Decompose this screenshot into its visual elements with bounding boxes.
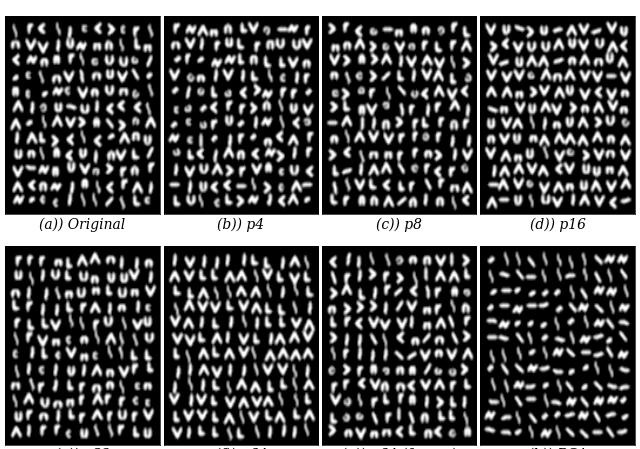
Text: (e)) p32: (e)) p32 [54, 448, 110, 449]
Text: (b)) p4: (b)) p4 [217, 218, 264, 233]
Text: (c)) p8: (c)) p8 [376, 218, 422, 233]
Text: (g)) p64 (frozen): (g)) p64 (frozen) [341, 448, 457, 449]
Text: (a)) Original: (a)) Original [39, 218, 125, 233]
Text: (h)) PCA: (h)) PCA [528, 448, 588, 449]
Text: (f)) p64: (f)) p64 [214, 448, 267, 449]
Text: (d)) p16: (d)) p16 [530, 218, 586, 233]
